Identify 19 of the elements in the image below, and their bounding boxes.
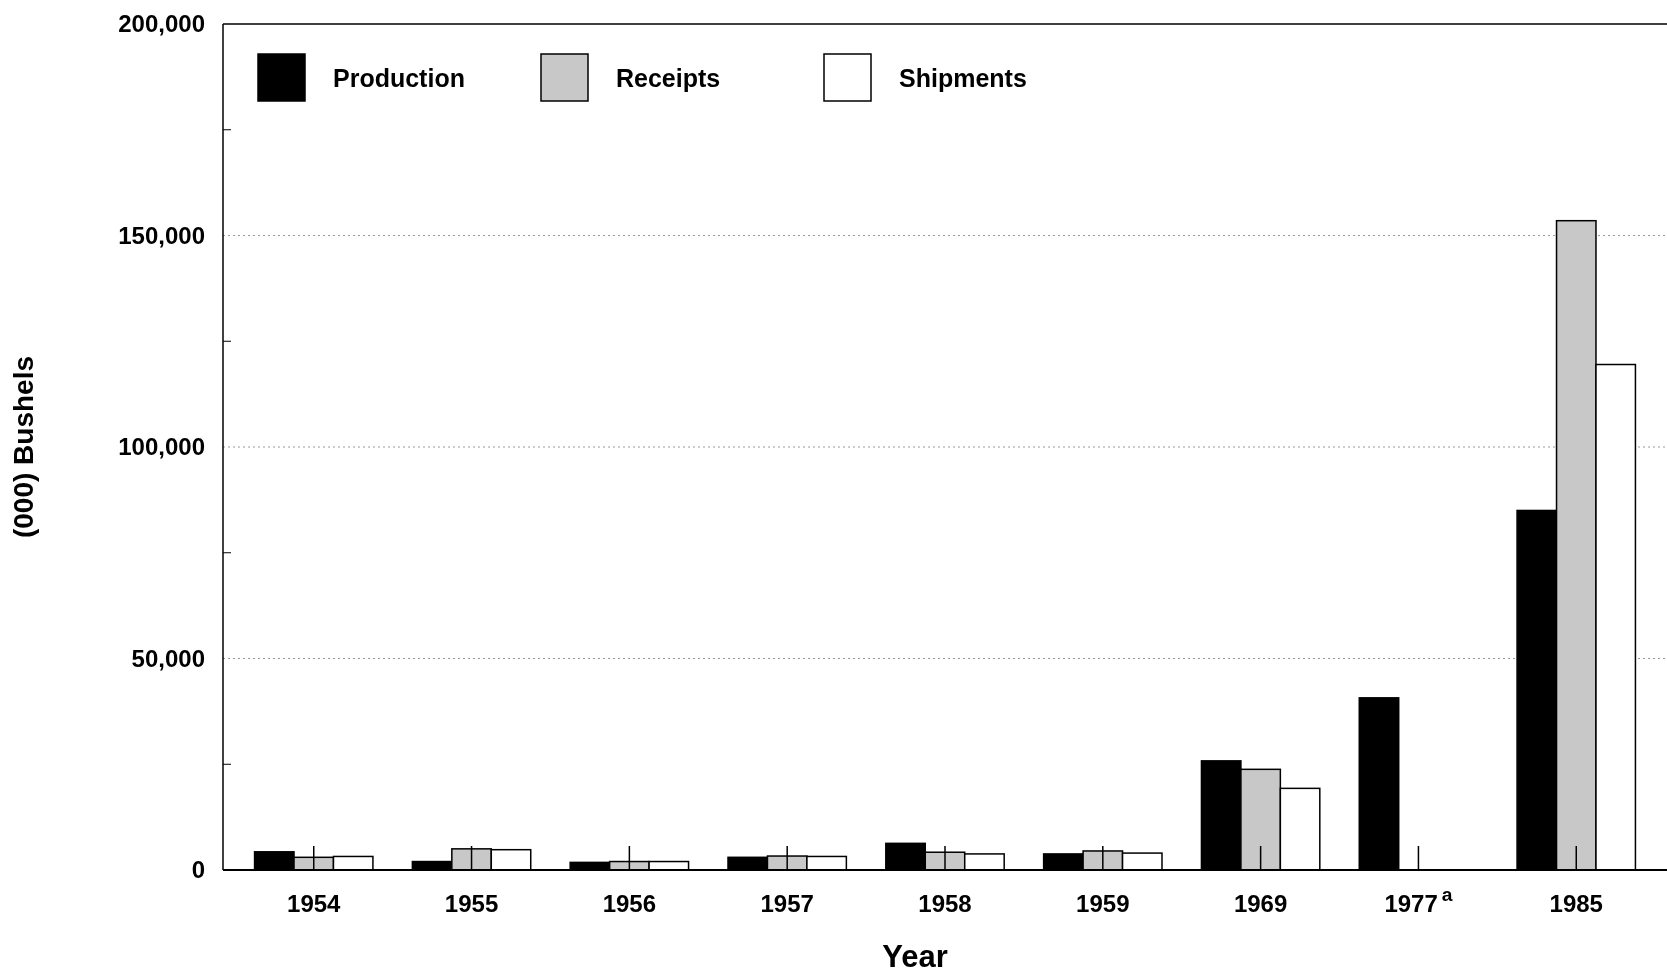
legend-label: Shipments (899, 63, 1027, 92)
y-tick-label: 0 (191, 856, 205, 884)
y-axis-title: (000) Bushels (8, 355, 39, 539)
x-axis-title: Year (882, 939, 948, 974)
x-tick-label: 1954 (287, 890, 342, 917)
legend-label: Production (333, 63, 465, 92)
y-tick-label: 100,000 (118, 433, 205, 461)
y-tick-label: 150,000 (118, 221, 205, 249)
x-tick-label: 1958 (918, 890, 972, 917)
legend-label: Receipts (616, 63, 721, 92)
x-tick-label: 1956 (602, 890, 657, 917)
x-tick-label: 1977$^{a}$ (1384, 883, 1453, 917)
x-tick-label: 1957 (760, 890, 814, 917)
x-tick-label: 1969 (1233, 890, 1288, 917)
y-tick-label: 50,000 (131, 644, 205, 672)
x-tick-label: 1955 (444, 890, 499, 917)
y-tick-label: 200,000 (118, 10, 205, 38)
x-tick-label: 1959 (1076, 890, 1130, 917)
x-tick-label: 1985 (1549, 890, 1603, 917)
